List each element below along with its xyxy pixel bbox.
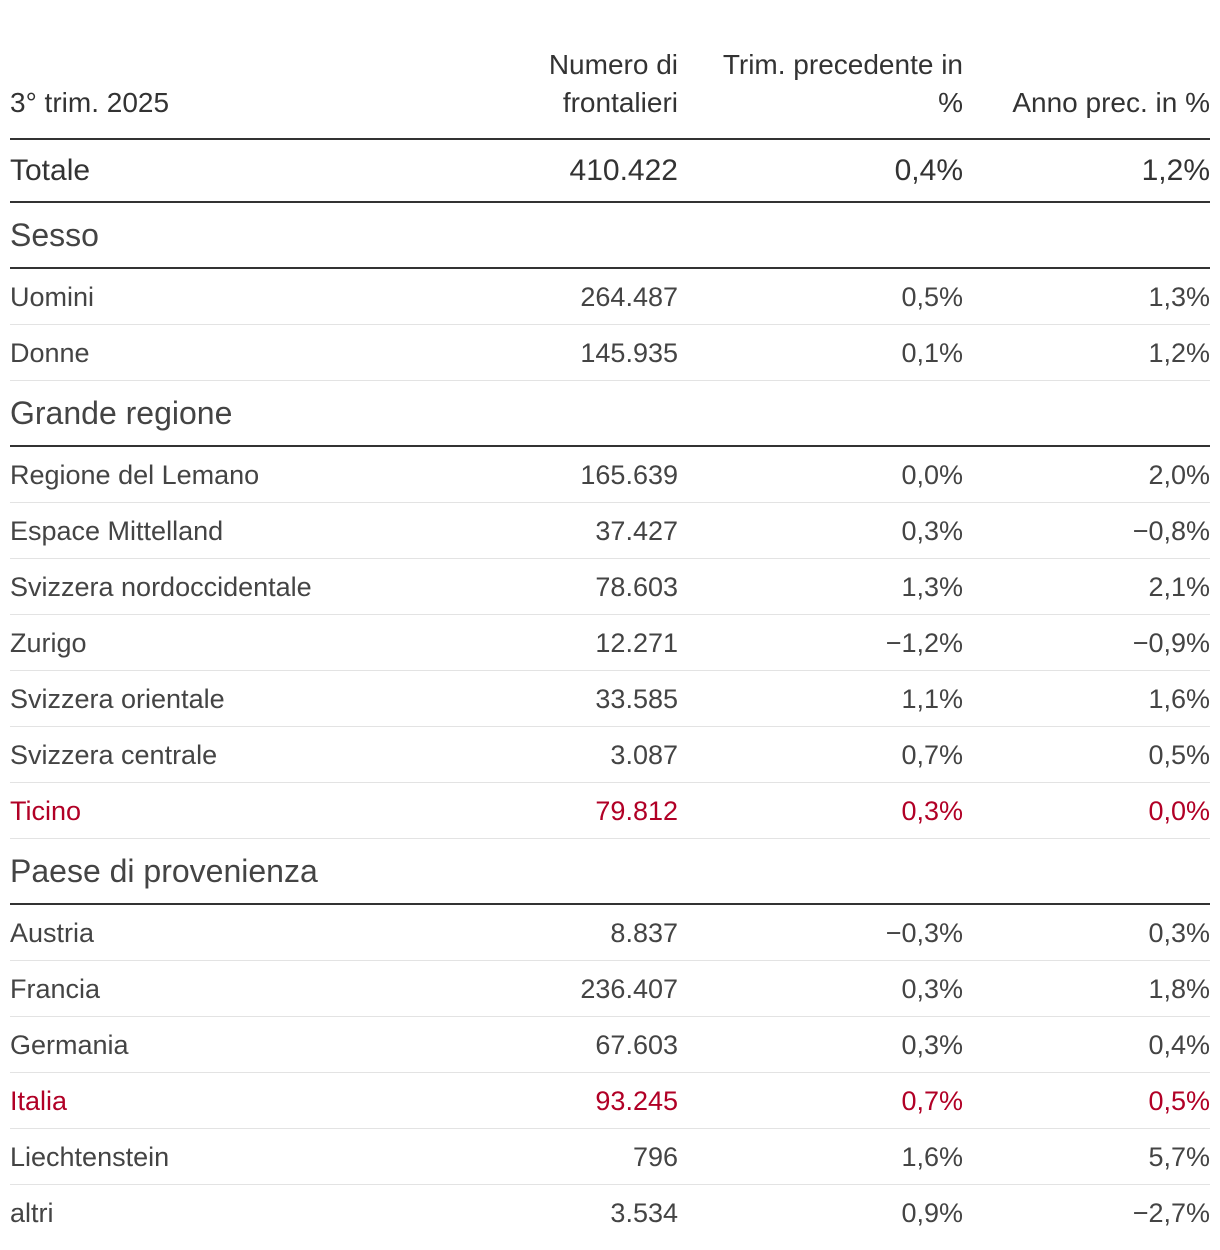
row-label: Espace Mittelland: [10, 516, 224, 546]
row-label: Regione del Lemano: [10, 460, 260, 490]
row-label: Svizzera nordoccidentale: [10, 572, 312, 602]
row-prev-quarter: 0,3%: [901, 1030, 963, 1060]
row-label: Ticino: [10, 796, 82, 826]
section-title: Paese di provenienza: [10, 853, 318, 889]
table-row: Regione del Lemano 165.639 0,0% 2,0%: [10, 447, 1210, 503]
section-heading-sex: Sesso: [10, 203, 1210, 269]
header-number: Numero di frontalieri: [548, 49, 678, 118]
table-row: Francia 236.407 0,3% 1,8%: [10, 961, 1210, 1017]
row-number: 3.087: [610, 740, 678, 770]
row-prev-quarter: 0,5%: [901, 282, 963, 312]
section-title: Sesso: [10, 217, 99, 253]
row-prev-quarter: 1,3%: [901, 572, 963, 602]
row-number: 37.427: [595, 516, 678, 546]
row-prev-quarter: 1,6%: [901, 1142, 963, 1172]
row-prev-year: 1,8%: [1148, 974, 1210, 1004]
header-period: 3° trim. 2025: [10, 87, 170, 118]
section-title: Grande regione: [10, 395, 233, 431]
row-number: 3.534: [610, 1198, 678, 1228]
row-label: Liechtenstein: [10, 1142, 170, 1172]
row-label: Germania: [10, 1030, 129, 1060]
table-row: Svizzera nordoccidentale 78.603 1,3% 2,1…: [10, 559, 1210, 615]
table-row: Uomini 264.487 0,5% 1,3%: [10, 269, 1210, 325]
row-number: 165.639: [580, 460, 678, 490]
row-prev-quarter: 1,1%: [901, 684, 963, 714]
row-prev-quarter: 0,3%: [901, 796, 963, 826]
row-prev-quarter: 0,9%: [901, 1198, 963, 1228]
row-number: 236.407: [580, 974, 678, 1004]
row-label: Uomini: [10, 282, 95, 312]
table-row: Zurigo 12.271 −1,2% −0,9%: [10, 615, 1210, 671]
row-prev-year: 2,0%: [1148, 460, 1210, 490]
row-number: 67.603: [595, 1030, 678, 1060]
row-number: 78.603: [595, 572, 678, 602]
header-prev-year: Anno prec. in %: [1012, 87, 1210, 118]
table-row: Espace Mittelland 37.427 0,3% −0,8%: [10, 503, 1210, 559]
row-prev-quarter: 0,3%: [901, 516, 963, 546]
total-label: Totale: [10, 154, 91, 187]
row-prev-year: −0,8%: [1132, 516, 1210, 546]
table-row: Germania 67.603 0,3% 0,4%: [10, 1017, 1210, 1073]
header-prev-quarter: Trim. precedente in %: [722, 49, 963, 118]
row-prev-quarter: 0,3%: [901, 974, 963, 1004]
row-prev-year: 1,6%: [1148, 684, 1210, 714]
table-row: Svizzera centrale 3.087 0,7% 0,5%: [10, 727, 1210, 783]
row-label: Svizzera centrale: [10, 740, 218, 770]
row-prev-quarter: 0,1%: [901, 338, 963, 368]
row-label: Svizzera orientale: [10, 684, 225, 714]
row-prev-quarter: −0,3%: [885, 918, 963, 948]
table-row-highlighted: Ticino 79.812 0,3% 0,0%: [10, 783, 1210, 839]
row-prev-quarter: 0,7%: [901, 1086, 963, 1116]
section-heading-region: Grande regione: [10, 381, 1210, 447]
row-prev-year: 1,3%: [1148, 282, 1210, 312]
table-row: Svizzera orientale 33.585 1,1% 1,6%: [10, 671, 1210, 727]
row-prev-year: −2,7%: [1132, 1198, 1210, 1228]
row-number: 93.245: [595, 1086, 678, 1116]
row-prev-quarter: −1,2%: [885, 628, 963, 658]
table-row: Liechtenstein 796 1,6% 5,7%: [10, 1129, 1210, 1185]
row-prev-year: 0,3%: [1148, 918, 1210, 948]
row-number: 8.837: [610, 918, 678, 948]
table-row: Donne 145.935 0,1% 1,2%: [10, 325, 1210, 381]
row-number: 12.271: [595, 628, 678, 658]
row-number: 264.487: [580, 282, 678, 312]
row-prev-year: 2,1%: [1148, 572, 1210, 602]
row-prev-year: 0,5%: [1148, 1086, 1210, 1116]
row-prev-year: 1,2%: [1148, 338, 1210, 368]
row-label: Austria: [10, 918, 95, 948]
row-prev-year: −0,9%: [1132, 628, 1210, 658]
row-number: 145.935: [580, 338, 678, 368]
total-row: Totale 410.422 0,4% 1,2%: [10, 140, 1210, 203]
row-label: Francia: [10, 974, 101, 1004]
row-prev-year: 5,7%: [1148, 1142, 1210, 1172]
row-label: altri: [10, 1198, 54, 1228]
total-prev-quarter: 0,4%: [894, 154, 963, 187]
row-label: Italia: [10, 1086, 68, 1116]
table-row-highlighted: Italia 93.245 0,7% 0,5%: [10, 1073, 1210, 1129]
section-heading-country: Paese di provenienza: [10, 839, 1210, 905]
row-number: 796: [632, 1142, 678, 1172]
row-prev-quarter: 0,0%: [901, 460, 963, 490]
row-label: Donne: [10, 338, 90, 368]
row-prev-year: 0,4%: [1148, 1030, 1210, 1060]
row-prev-quarter: 0,7%: [901, 740, 963, 770]
row-prev-year: 0,5%: [1148, 740, 1210, 770]
total-prev-year: 1,2%: [1141, 154, 1210, 187]
row-label: Zurigo: [10, 628, 87, 658]
table-row: altri 3.534 0,9% −2,7%: [10, 1185, 1210, 1240]
table-header: 3° trim. 2025 Numero di frontalieri Trim…: [10, 48, 1210, 140]
frontier-workers-table: 3° trim. 2025 Numero di frontalieri Trim…: [10, 48, 1210, 1240]
table-row: Austria 8.837 −0,3% 0,3%: [10, 905, 1210, 961]
row-number: 33.585: [595, 684, 678, 714]
row-prev-year: 0,0%: [1148, 796, 1210, 826]
row-number: 79.812: [595, 796, 678, 826]
total-number: 410.422: [569, 154, 678, 187]
